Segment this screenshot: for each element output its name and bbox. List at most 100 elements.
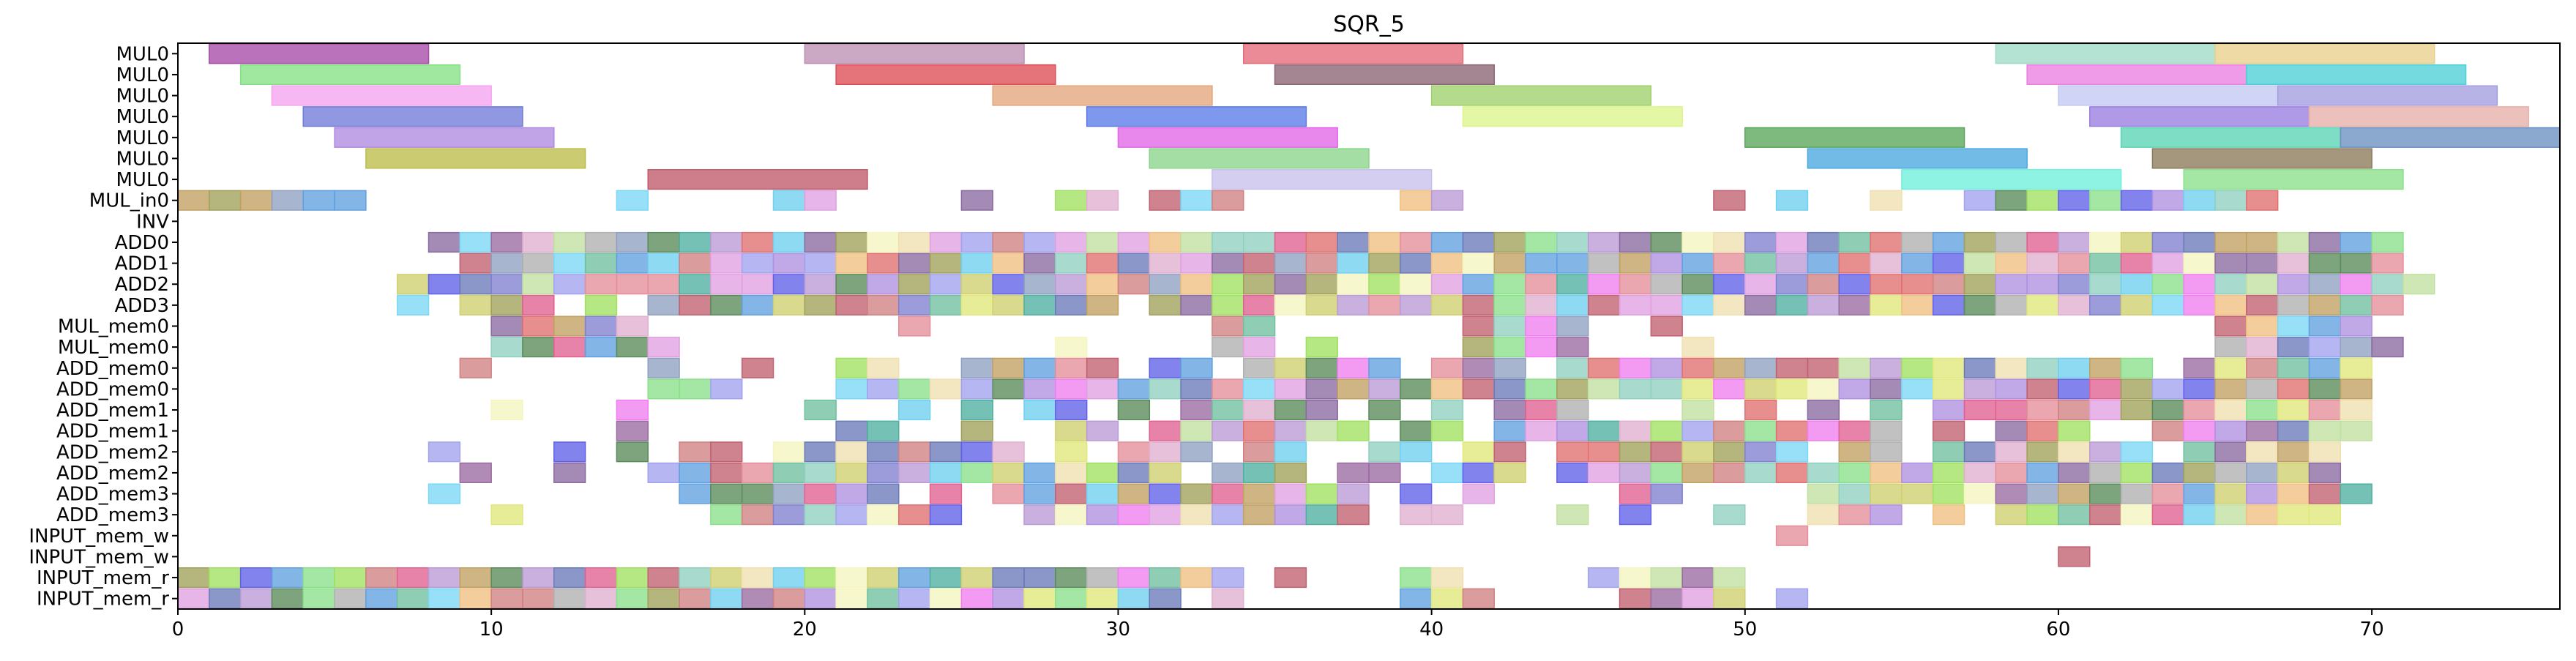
schedule-cell [1086, 483, 1119, 504]
schedule-cell [929, 588, 963, 609]
schedule-cell [1242, 420, 1276, 441]
schedule-cell [1713, 274, 1746, 295]
gantt-bar [2308, 106, 2529, 127]
schedule-cell [1901, 294, 1934, 315]
schedule-cell [835, 420, 868, 441]
schedule-cell [2277, 420, 2310, 441]
schedule-cell [835, 253, 868, 274]
gantt-bar [1212, 169, 1433, 190]
schedule-cell [1117, 504, 1151, 526]
schedule-cell [835, 588, 868, 609]
schedule-cell [2151, 231, 2184, 253]
schedule-cell [2089, 253, 2122, 274]
schedule-cell [2120, 462, 2154, 483]
y-tick-label: INPUT_mem_r [37, 567, 169, 589]
schedule-cell [1212, 483, 1244, 504]
schedule-cell [2308, 231, 2342, 253]
schedule-cell [1055, 420, 1088, 441]
gantt-bar [2120, 127, 2342, 148]
schedule-cell [1870, 378, 1903, 400]
schedule-cell [2246, 294, 2279, 315]
schedule-cell [1963, 378, 1997, 400]
y-tick-label: INV [136, 211, 169, 233]
gantt-bar [1117, 127, 1338, 148]
schedule-cell [2308, 337, 2342, 358]
gantt-bar [1807, 148, 2028, 169]
schedule-cell [1462, 315, 1496, 337]
schedule-cell [1556, 399, 1589, 421]
schedule-cell [1430, 294, 1464, 315]
y-tick-label: MUL_in0 [89, 190, 169, 212]
schedule-cell [1117, 378, 1151, 400]
schedule-cell [1117, 274, 1151, 295]
chart-title: SQR_5 [1333, 12, 1405, 37]
schedule-cell [1117, 588, 1151, 609]
schedule-cell [1400, 294, 1433, 315]
schedule-cell [2183, 441, 2216, 463]
schedule-cell [898, 588, 931, 609]
schedule-cell [2151, 462, 2184, 483]
schedule-cell [1086, 274, 1119, 295]
schedule-cell [1149, 231, 1181, 253]
schedule-cell [679, 231, 712, 253]
schedule-cell [1681, 294, 1714, 315]
schedule-cell [1650, 274, 1683, 295]
schedule-cell [1650, 357, 1683, 378]
schedule-cell [1337, 420, 1370, 441]
schedule-cell [2246, 357, 2279, 378]
schedule-cell [2183, 504, 2216, 526]
schedule-cell [1525, 399, 1558, 421]
schedule-cell [929, 483, 963, 504]
schedule-cell [2058, 420, 2091, 441]
schedule-cell [1337, 504, 1370, 526]
schedule-cell [1838, 253, 1871, 274]
schedule-cell [1619, 567, 1652, 589]
schedule-cell [1775, 294, 1809, 315]
gantt-bar [2089, 106, 2310, 127]
schedule-cell [835, 504, 868, 526]
schedule-cell [2089, 441, 2122, 463]
schedule-cell [647, 274, 680, 295]
schedule-cell [804, 483, 837, 504]
schedule-cell [960, 399, 993, 421]
schedule-cell [741, 588, 774, 609]
schedule-cell [2308, 441, 2342, 463]
schedule-cell [1368, 462, 1401, 483]
schedule-cell [2183, 399, 2216, 421]
schedule-cell [459, 231, 492, 253]
schedule-cell [1556, 462, 1589, 483]
schedule-cell [2214, 441, 2247, 463]
schedule-cell [1274, 504, 1307, 526]
schedule-cell [2277, 441, 2310, 463]
schedule-cell [490, 274, 523, 295]
schedule-cell [2120, 274, 2154, 295]
schedule-cell [2340, 274, 2372, 295]
schedule-cell [2214, 231, 2247, 253]
schedule-cell [1932, 231, 1965, 253]
schedule-cell [1963, 357, 1997, 378]
schedule-cell [1901, 231, 1934, 253]
schedule-cell [2371, 231, 2404, 253]
schedule-cell [2183, 231, 2216, 253]
schedule-cell [1180, 190, 1213, 211]
schedule-cell [1713, 378, 1746, 400]
schedule-cell [1305, 378, 1338, 400]
schedule-cell [710, 274, 743, 295]
schedule-cell [2058, 483, 2091, 504]
schedule-cell [459, 357, 492, 378]
schedule-cell [1587, 231, 1621, 253]
schedule-cell [522, 274, 555, 295]
schedule-cell [1493, 253, 1526, 274]
schedule-cell [2151, 420, 2184, 441]
gantt-bar [2058, 85, 2279, 106]
schedule-cell [741, 462, 774, 483]
schedule-cell [428, 483, 461, 504]
schedule-cell [1430, 378, 1464, 400]
schedule-cell [992, 294, 1025, 315]
schedule-cell [1337, 274, 1370, 295]
schedule-cell [459, 274, 492, 295]
schedule-cell [459, 462, 492, 483]
schedule-cell [898, 274, 931, 295]
schedule-cell [1963, 274, 1997, 295]
schedule-cell [804, 253, 837, 274]
